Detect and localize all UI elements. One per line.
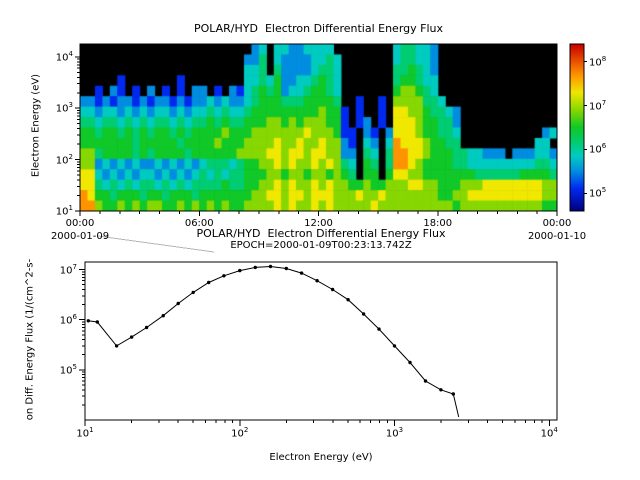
spectrum-line	[88, 265, 460, 418]
x-tick-time-label: 00:00	[542, 218, 572, 229]
colorbar-canvas	[570, 44, 584, 211]
x-tick-time-label: 00:00	[65, 218, 95, 229]
data-point-marker	[253, 265, 257, 270]
x-tick-time-label: 18:00	[423, 218, 453, 229]
data-point-marker	[299, 271, 304, 275]
data-point-marker	[392, 344, 397, 348]
colorbar-tick-label: 108	[589, 54, 607, 68]
data-point-marker	[451, 392, 455, 396]
data-point-marker	[176, 301, 180, 306]
data-point-marker	[377, 327, 381, 331]
bottom-x-tick-label: 102	[231, 426, 249, 440]
data-point-marker	[114, 344, 119, 348]
data-point-marker	[361, 312, 366, 316]
bottom-x-axis-label: Electron Energy (eV)	[269, 452, 373, 463]
data-point-marker	[346, 298, 350, 302]
x-tick-time-label: 06:00	[184, 218, 214, 229]
data-point-marker	[207, 280, 211, 285]
bottom-y-tick-label: 107	[59, 262, 77, 276]
data-point-marker	[330, 287, 335, 292]
data-point-marker	[129, 335, 134, 339]
top-y-tick-label: 104	[55, 49, 73, 64]
data-point-marker	[284, 266, 288, 271]
bottom-x-tick-label: 104	[540, 426, 558, 440]
data-point-marker	[408, 360, 412, 365]
bottom-plot-frame	[84, 261, 558, 421]
colorbar-tick-label: 105	[589, 186, 607, 200]
data-point-marker	[268, 264, 273, 269]
bottom-y-tick-label: 106	[59, 312, 77, 326]
top-y-tick-label: 103	[55, 101, 73, 115]
colorbar-tick-label: 107	[589, 98, 607, 112]
top-y-tick-label: 102	[55, 152, 73, 166]
x-tick-date-label: 2000-01-10	[527, 231, 587, 242]
bottom-y-tick-label: 105	[59, 362, 77, 377]
data-point-marker	[95, 320, 100, 324]
data-point-marker	[86, 319, 91, 323]
spectrogram-canvas[interactable]	[80, 44, 557, 211]
data-point-marker	[439, 388, 443, 392]
data-point-marker	[222, 274, 226, 278]
data-point-marker	[423, 379, 428, 383]
data-point-marker	[161, 314, 165, 318]
bottom-x-tick-label: 101	[76, 426, 94, 440]
data-point-marker	[315, 279, 319, 283]
bottom-x-tick-label: 103	[385, 426, 404, 440]
top-plot-title: POLAR/HYD Electron Differential Energy F…	[193, 22, 444, 35]
colorbar-tick-label: 106	[589, 142, 607, 156]
x-tick-date-label: 2000-01-09	[50, 231, 110, 242]
bottom-plot-subtitle: EPOCH=2000-01-09T00:23:13.742Z	[230, 240, 412, 251]
data-point-marker	[191, 290, 195, 295]
data-point-marker	[238, 268, 242, 273]
bottom-y-axis-label: on Diff. Energy Flux (1/(cm^2-s-	[24, 258, 36, 421]
top-y-tick-label: 101	[55, 204, 73, 218]
data-point-marker	[144, 325, 149, 330]
x-tick-time-label: 12:00	[304, 218, 333, 229]
